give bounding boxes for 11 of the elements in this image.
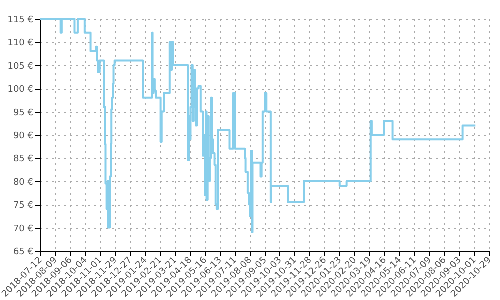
y-tick-label: 115 €	[8, 16, 34, 26]
y-tick-label: 65 €	[13, 248, 34, 258]
y-tick-label: 110 €	[8, 38, 34, 49]
y-tick-label: 95 €	[13, 108, 34, 118]
y-tick-label: 70 €	[13, 224, 34, 234]
y-tick-label: 75 €	[13, 201, 34, 212]
y-tick-label: 80 €	[13, 178, 34, 188]
y-tick-label: 90 €	[13, 132, 34, 142]
y-tick-label: 85 €	[13, 154, 34, 165]
y-tick-label: 105 €	[8, 62, 34, 72]
y-tick-label: 100 €	[8, 85, 34, 96]
